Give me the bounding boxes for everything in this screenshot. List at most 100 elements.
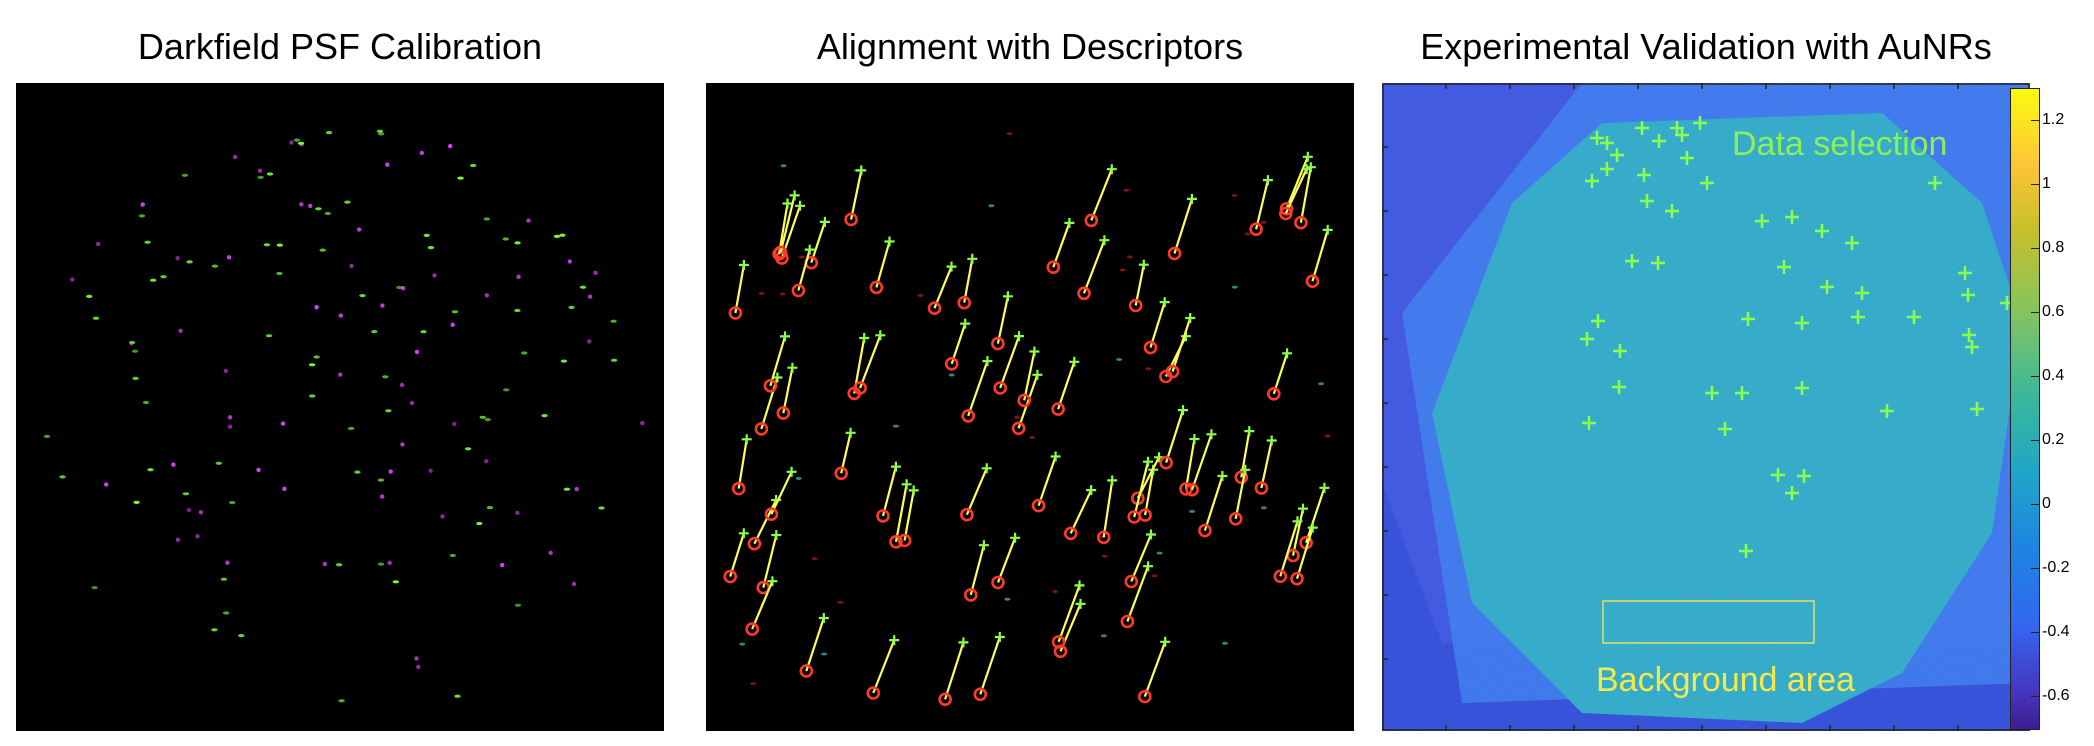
alignment-vector (903, 490, 915, 541)
magenta-psf-spot (448, 143, 453, 149)
background-spot (988, 204, 995, 208)
detected-spot-marker (1165, 364, 1180, 379)
selected-aunr-cross (1970, 402, 1984, 416)
descriptor-cross (1244, 426, 1255, 437)
alignment-vector (999, 335, 1021, 389)
alignment-vector (1143, 641, 1167, 697)
magenta-psf-spot (379, 494, 385, 499)
green-psf-spot (484, 418, 491, 422)
selected-aunr-cross (1625, 254, 1639, 268)
magenta-psf-spot (419, 150, 424, 156)
selected-aunr-cross (1652, 134, 1666, 148)
selected-aunr-cross (1651, 256, 1665, 270)
selected-aunr-cross (1665, 204, 1679, 218)
green-psf-spot (222, 611, 230, 615)
detected-spot-marker (1278, 206, 1293, 221)
background-spot (779, 292, 786, 296)
alignment-vector (1069, 489, 1093, 534)
green-psf-spot (385, 409, 392, 413)
magenta-psf-spot (416, 664, 421, 670)
selected-aunr-cross (1771, 468, 1785, 482)
descriptor-cross (741, 434, 752, 445)
green-psf-spot (377, 562, 385, 566)
selected-aunr-cross (1741, 312, 1755, 326)
colorbar-tick (2031, 440, 2039, 441)
green-psf-spot (211, 628, 218, 632)
alignment-vector (1234, 469, 1247, 520)
alignment-vector (1279, 520, 1299, 577)
background-spot (1260, 506, 1267, 510)
alignment-vector (979, 636, 1001, 695)
background-spot (1014, 415, 1021, 419)
colorbar-tick-label: 0 (2042, 495, 2051, 512)
detected-spot-marker (745, 622, 760, 636)
detected-spot-marker (1305, 274, 1320, 288)
selected-aunr-cross (1958, 266, 1972, 280)
descriptor-cross (1143, 561, 1154, 572)
magenta-psf-spot (409, 400, 415, 406)
alignment-vector (1305, 487, 1326, 544)
descriptor-cross (856, 165, 867, 176)
green-psf-spot (521, 351, 528, 355)
alignment-vector (1255, 179, 1269, 230)
descriptor-cross (1262, 175, 1273, 186)
descriptor-cross (1138, 259, 1149, 270)
alignment-vector (1260, 440, 1273, 489)
descriptor-cross (884, 236, 895, 247)
detected-spot-marker (1031, 498, 1046, 513)
alignment-vector (797, 249, 811, 291)
alignment-vector (734, 264, 745, 314)
magenta-psf-spot (640, 420, 645, 426)
selected-aunr-cross (1795, 316, 1809, 330)
detected-spot-marker (1167, 246, 1182, 261)
colorbar-tick (2031, 632, 2039, 633)
detected-spot-marker (754, 422, 769, 436)
alignment-vector (840, 432, 852, 474)
background-spot (758, 291, 765, 295)
descriptor-cross (982, 356, 993, 367)
background-spot (1029, 435, 1036, 439)
descriptor-cross (738, 260, 749, 270)
psf-calibration-image (16, 83, 664, 731)
descriptor-cross (1189, 434, 1200, 444)
green-psf-spot (335, 563, 343, 567)
selected-aunr-cross (1640, 194, 1654, 208)
descriptor-cross (1302, 151, 1313, 162)
alignment-vector (1133, 461, 1150, 518)
selected-aunr-cross (1600, 136, 1614, 150)
selected-aunr-cross (1965, 340, 1979, 354)
alignment-vector (1149, 301, 1166, 348)
alignment-vector (1134, 264, 1145, 306)
detected-spot-marker (747, 536, 762, 551)
background-spot (1116, 358, 1123, 361)
detected-spot-marker (1127, 510, 1142, 524)
alignment-vector (1285, 156, 1309, 210)
descriptor-cross (981, 463, 992, 474)
selected-aunr-cross (1785, 210, 1799, 224)
detected-spot-marker (963, 588, 978, 602)
green-psf-spot (479, 415, 486, 419)
green-psf-spot (144, 240, 151, 244)
green-psf-spot (309, 394, 316, 398)
colorbar-tick-label: 0.2 (2042, 431, 2065, 448)
green-psf-spot (464, 447, 472, 451)
green-psf-spot (138, 214, 146, 218)
green-psf-spot (502, 237, 509, 241)
alignment-vector (967, 360, 989, 417)
descriptor-cross (767, 576, 778, 587)
selected-aunr-cross (1880, 404, 1894, 418)
background-spot (1119, 268, 1126, 272)
green-psf-spot (276, 271, 283, 276)
green-psf-spot (59, 475, 66, 479)
green-psf-spot (451, 310, 459, 314)
detected-spot-marker (834, 466, 848, 481)
detected-spot-marker (973, 687, 988, 702)
selected-aunr-cross (1580, 332, 1594, 346)
green-psf-spot (560, 359, 568, 363)
detected-spot-marker (1273, 569, 1288, 584)
alignment-vector (1126, 565, 1150, 622)
selected-aunr-cross (1705, 386, 1719, 400)
alignment-vector (729, 532, 745, 577)
alignment-vector (770, 471, 793, 515)
green-psf-spot (392, 580, 399, 584)
